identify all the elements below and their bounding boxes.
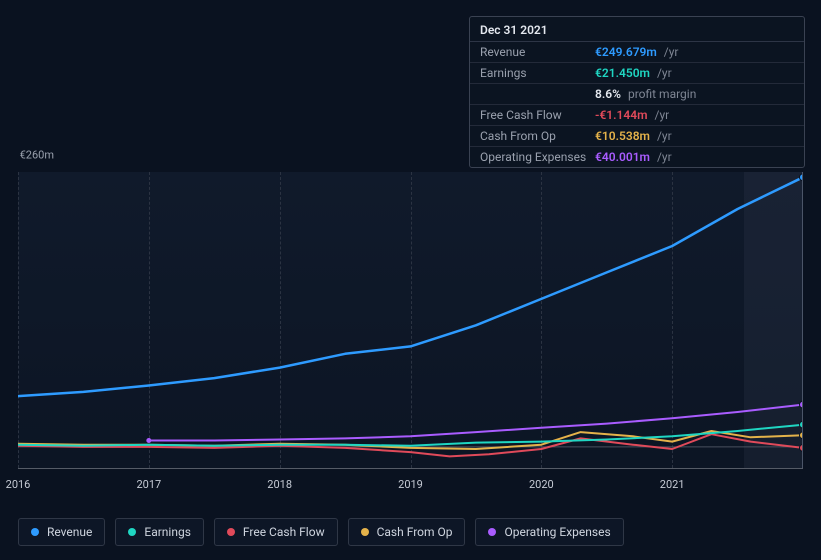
legend-dot-icon (128, 528, 136, 536)
tooltip-label: Revenue (480, 45, 595, 59)
legend-dot-icon (227, 528, 235, 536)
tooltip-value: 8.6% profit margin (595, 87, 696, 101)
tooltip-value: €40.001m /yr (595, 150, 672, 164)
series-revenue (18, 177, 803, 396)
tooltip-row-earnings: Earnings€21.450m /yr (470, 63, 804, 84)
legend-item-cfo[interactable]: Cash From Op (348, 518, 466, 546)
hover-tooltip: Dec 31 2021 Revenue€249.679m /yrEarnings… (469, 16, 805, 168)
plot-area[interactable] (18, 172, 803, 469)
legend-item-revenue[interactable]: Revenue (18, 518, 105, 546)
tooltip-label: Free Cash Flow (480, 108, 595, 122)
tooltip-value: €21.450m /yr (595, 66, 672, 80)
legend-label: Cash From Op (377, 525, 453, 539)
legend-dot-icon (488, 528, 496, 536)
crosshair-line (802, 172, 803, 468)
tooltip-row-fcf: Free Cash Flow-€1.144m /yr (470, 105, 804, 126)
series-earnings (18, 425, 803, 446)
tooltip-value: €10.538m /yr (595, 129, 672, 143)
tooltip-label: Operating Expenses (480, 150, 595, 164)
x-tick-label: 2019 (398, 478, 423, 491)
x-tick-label: 2020 (529, 478, 554, 491)
x-tick-label: 2018 (267, 478, 292, 491)
x-tick-label: 2021 (660, 478, 685, 491)
tooltip-label: Cash From Op (480, 129, 595, 143)
legend-dot-icon (31, 528, 39, 536)
chart-legend: Revenue Earnings Free Cash Flow Cash From O… (18, 518, 624, 546)
legend-item-opex[interactable]: Operating Expenses (475, 518, 623, 546)
tooltip-row-opex: Operating Expenses€40.001m /yr (470, 147, 804, 167)
legend-item-fcf[interactable]: Free Cash Flow (214, 518, 338, 546)
legend-item-earnings[interactable]: Earnings (115, 518, 204, 546)
legend-label: Revenue (47, 525, 92, 539)
legend-dot-icon (361, 528, 369, 536)
legend-label: Earnings (144, 525, 191, 539)
line-chart-svg (18, 172, 803, 468)
chart-container: Dec 31 2021 Revenue€249.679m /yrEarnings… (0, 0, 821, 560)
tooltip-value: €249.679m /yr (595, 45, 679, 59)
tooltip-row-margin: 8.6% profit margin (470, 84, 804, 105)
y-tick-label: €260m (20, 149, 54, 162)
legend-label: Operating Expenses (504, 525, 610, 539)
tooltip-row-revenue: Revenue€249.679m /yr (470, 42, 804, 63)
x-tick-label: 2016 (6, 478, 31, 491)
tooltip-date: Dec 31 2021 (470, 17, 804, 42)
tooltip-label (480, 87, 595, 101)
series-opex (149, 405, 803, 441)
x-tick-label: 2017 (136, 478, 161, 491)
legend-label: Free Cash Flow (243, 525, 325, 539)
tooltip-row-cfo: Cash From Op€10.538m /yr (470, 126, 804, 147)
tooltip-value: -€1.144m /yr (595, 108, 669, 122)
tooltip-label: Earnings (480, 66, 595, 80)
